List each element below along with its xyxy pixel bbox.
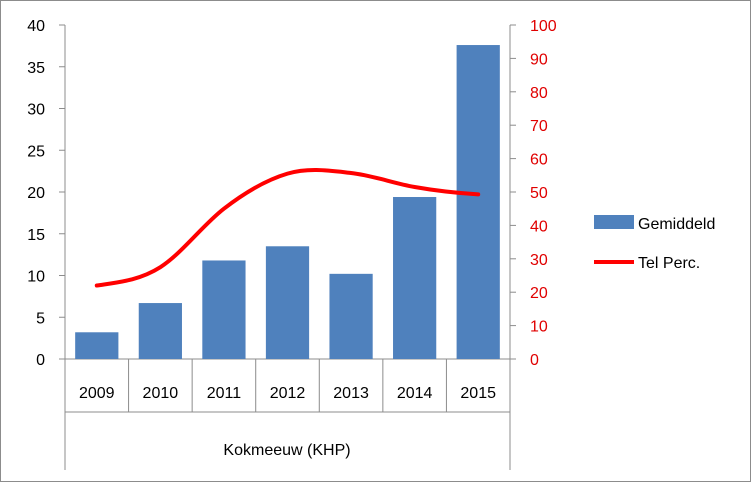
line-point <box>350 172 352 174</box>
y-right-tick-label: 70 <box>530 118 548 135</box>
y-right-tick-label: 10 <box>530 319 548 336</box>
legend-swatch-gemiddeld <box>594 215 634 229</box>
y-right-tick-label: 100 <box>530 18 557 35</box>
axis-labels: 0 5 10 15 20 25 30 35 40 0 10 20 30 40 50 60 70 80 90 100 20… <box>27 18 557 402</box>
x-tick-label: 2013 <box>333 385 369 402</box>
x-tick-label: 2014 <box>397 385 433 402</box>
line-point <box>477 193 479 195</box>
y-left-tick-label: 40 <box>27 18 45 35</box>
x-tick-label: 2015 <box>460 385 496 402</box>
y-right-tick-label: 60 <box>530 152 548 169</box>
x-tick-label: 2011 <box>207 385 242 402</box>
y-right-tick-label: 80 <box>530 85 548 102</box>
line-point <box>287 173 288 175</box>
line-point <box>96 285 98 287</box>
y-right-tick-label: 50 <box>530 185 548 202</box>
y-right-tick-label: 40 <box>530 218 548 235</box>
y-left-tick-label: 5 <box>36 310 45 327</box>
y-left-tick-label: 0 <box>36 352 45 369</box>
y-right-tick-label: 0 <box>530 352 539 369</box>
bar <box>329 273 373 359</box>
bar <box>265 246 310 359</box>
legend-label-gemiddeld: Gemiddeld <box>638 216 715 233</box>
y-left-tick-label: 10 <box>27 269 45 286</box>
bar <box>393 197 437 359</box>
line-series <box>94 168 481 288</box>
y-left-tick-label: 35 <box>27 60 45 77</box>
y-left-tick-label: 30 <box>27 102 45 119</box>
y-left-tick-label: 15 <box>27 227 45 244</box>
legend: Gemiddeld Tel Perc. <box>594 215 715 272</box>
category-group-label: Kokmeeuw (KHP) <box>223 442 350 459</box>
x-tick-label: 2010 <box>143 385 179 402</box>
y-right-tick-label: 20 <box>530 285 548 302</box>
x-tick-label: 2012 <box>270 385 306 402</box>
y-left-tick-label: 20 <box>27 185 45 202</box>
bar <box>75 332 119 359</box>
bar <box>138 303 182 359</box>
y-right-tick-label: 90 <box>530 51 548 68</box>
bar <box>456 45 500 359</box>
line-point <box>159 266 161 268</box>
line-point <box>223 208 225 210</box>
line-point <box>414 186 416 188</box>
bar <box>202 260 246 359</box>
x-tick-label: 2009 <box>79 385 115 402</box>
y-left-tick-label: 25 <box>27 143 45 160</box>
bar-series <box>75 45 500 359</box>
legend-label-tel-perc: Tel Perc. <box>638 255 700 272</box>
y-right-tick-label: 30 <box>530 252 548 269</box>
